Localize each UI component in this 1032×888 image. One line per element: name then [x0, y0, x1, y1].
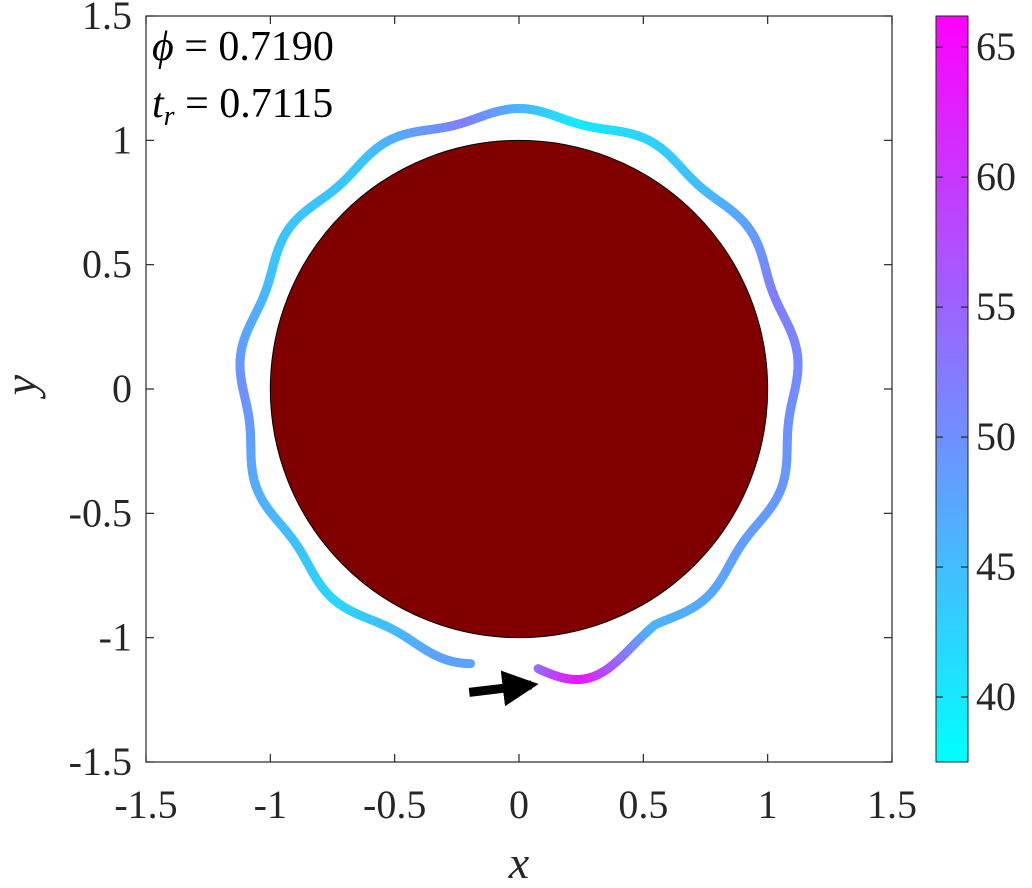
trajectory [235, 104, 803, 685]
colorbar-tick-label: 45 [976, 544, 1016, 589]
x-tick-label: 1.5 [867, 782, 917, 827]
colorbar-ticks: 40 45 50 55 60 65 [936, 24, 1016, 719]
y-tick-label: 1 [112, 117, 132, 162]
tick-labels: -1.5 -1 -0.5 0 0.5 1 1.5 1.5 1 0.5 0 -0.5 -1 -1.5 [69, 0, 917, 827]
colorbar-tick-label: 60 [976, 154, 1016, 199]
x-axis-title: x [508, 837, 530, 888]
x-tick-label: 0 [509, 782, 529, 827]
x-tick-label: -1.5 [114, 782, 177, 827]
y-tick-label: -1.5 [69, 739, 132, 784]
phi-annotation: ϕ = 0.7190 [152, 24, 334, 70]
x-tick-label: 0.5 [618, 782, 668, 827]
colorbar-tick-label: 40 [976, 674, 1016, 719]
x-tick-label: -0.5 [363, 782, 426, 827]
colorbar-tick-label: 50 [976, 414, 1016, 459]
y-tick-label: 1.5 [82, 0, 132, 38]
colorbar [935, 15, 969, 763]
x-tick-label: -1 [254, 782, 287, 827]
y-tick-label: -1 [99, 615, 132, 660]
x-tick-label: 1 [758, 782, 778, 827]
circular-obstacle [269, 139, 769, 639]
colorbar-tick-label: 65 [976, 24, 1016, 69]
start-arrow [468, 670, 539, 707]
colorbar-tick-label: 55 [976, 284, 1016, 329]
y-tick-label: 0 [112, 366, 132, 411]
y-tick-label: -0.5 [69, 490, 132, 535]
y-tick-label: 0.5 [82, 242, 132, 287]
axis-ticks [145, 15, 893, 763]
tr-annotation: tr = 0.7115 [152, 81, 333, 132]
y-axis-title: y [0, 374, 46, 399]
